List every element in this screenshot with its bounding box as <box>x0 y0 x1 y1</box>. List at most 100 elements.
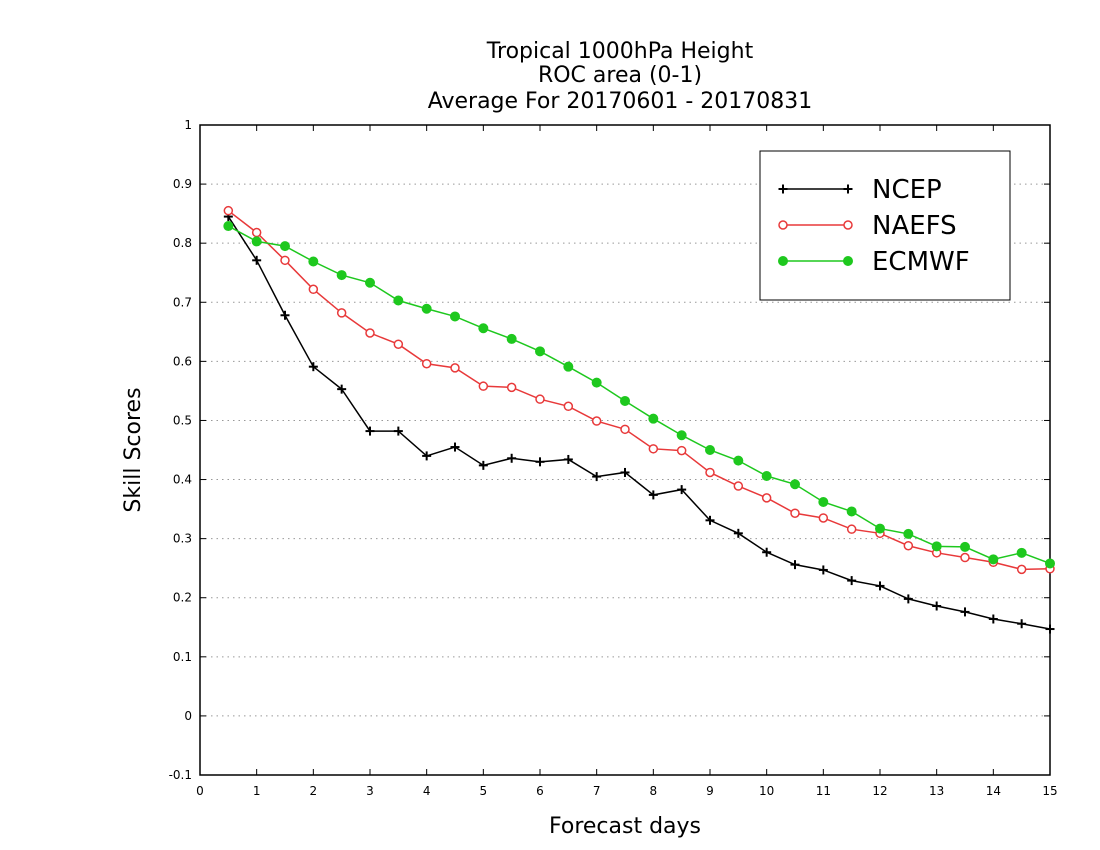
y-axis-label: Skill Scores <box>121 387 146 512</box>
legend-label-ecmwf: ECMWF <box>872 247 970 277</box>
series-line-naefs <box>227 210 1051 571</box>
data-point-ncep <box>280 310 290 320</box>
data-point-ncep <box>592 472 602 482</box>
data-point-naefs <box>563 401 574 412</box>
x-tick-label: 9 <box>706 784 714 798</box>
data-point-ecmwf <box>336 270 347 281</box>
x-tick-label: 10 <box>759 784 774 798</box>
legend-label-naefs: NAEFS <box>872 211 957 241</box>
data-point-ecmwf <box>393 295 404 306</box>
x-tick-label: 0 <box>196 784 204 798</box>
legend-marker-ecmwf <box>778 256 788 266</box>
data-point-naefs <box>648 444 659 454</box>
data-point-naefs <box>761 493 772 503</box>
data-point-ncep <box>308 362 318 372</box>
data-point-naefs <box>620 424 630 435</box>
data-point-ecmwf <box>705 445 715 455</box>
data-point-ecmwf <box>988 554 999 565</box>
data-point-ecmwf <box>761 471 772 481</box>
data-point-ncep <box>507 453 517 463</box>
data-point-ecmwf <box>620 395 630 406</box>
data-point-ecmwf <box>223 221 234 232</box>
legend-box <box>759 150 1011 301</box>
data-point-ncep <box>790 560 800 570</box>
y-tick-label: 1 <box>184 118 192 132</box>
legend-item-ncep: NCEP <box>778 175 942 205</box>
data-point-ncep <box>705 515 715 525</box>
legend-marker-ncep <box>778 184 788 194</box>
data-point-ecmwf <box>450 311 460 322</box>
data-point-ncep <box>818 565 828 575</box>
data-point-ecmwf <box>818 497 829 507</box>
data-point-ncep <box>1017 619 1027 629</box>
x-axis-label: Forecast days <box>549 814 701 839</box>
data-point-ncep <box>847 576 857 586</box>
data-point-naefs <box>450 363 460 373</box>
data-point-ncep <box>1045 624 1055 634</box>
y-tick-label: 0.4 <box>173 473 192 487</box>
data-point-ncep <box>903 594 913 604</box>
x-tick-label: 14 <box>986 784 1001 798</box>
data-point-ecmwf <box>421 303 432 314</box>
gridlines <box>200 183 1050 717</box>
data-point-naefs <box>960 552 970 563</box>
x-tick-label: 1 <box>253 784 261 798</box>
data-point-naefs <box>790 508 800 518</box>
x-tick-label: 4 <box>423 784 431 798</box>
data-point-ecmwf <box>308 256 319 267</box>
legend-marker-naefs <box>778 220 788 230</box>
series-line-ncep <box>227 216 1051 630</box>
series-layer <box>223 205 1055 634</box>
data-point-naefs <box>903 540 914 551</box>
data-point-ncep <box>733 528 743 538</box>
x-tick-label: 6 <box>536 784 544 798</box>
x-tick-label: 8 <box>650 784 658 798</box>
data-point-naefs <box>308 284 319 295</box>
data-point-ncep <box>252 255 262 265</box>
data-point-ecmwf <box>478 323 489 334</box>
legend-marker-ncep <box>843 184 853 194</box>
x-tick-label: 2 <box>310 784 318 798</box>
data-point-ecmwf <box>790 479 800 490</box>
data-point-ecmwf <box>591 377 602 388</box>
data-point-ecmwf <box>733 455 744 466</box>
x-tick-label: 7 <box>593 784 601 798</box>
y-tick-label: 0.2 <box>173 591 192 605</box>
data-point-naefs <box>1016 564 1027 575</box>
legend-item-ecmwf: ECMWF <box>778 247 970 277</box>
data-point-ecmwf <box>365 277 375 288</box>
data-point-ecmwf <box>535 346 545 357</box>
y-tick-label: 0.6 <box>173 354 192 368</box>
y-tick-label: 0.1 <box>173 650 192 664</box>
x-axis: 0 1 2 3 4 5 6 7 8 9 10 11 12 13 14 15 <box>196 125 1058 798</box>
chart-title: Tropical 1000hPa Height ROC area (0-1) A… <box>428 39 813 114</box>
x-tick-label: 3 <box>366 784 374 798</box>
y-tick-label: 0.3 <box>173 532 192 546</box>
data-point-naefs <box>365 328 375 338</box>
data-point-ecmwf <box>1045 558 1055 569</box>
y-tick-label: 0.9 <box>173 177 192 191</box>
y-tick-label: -0.1 <box>169 768 192 782</box>
data-point-ncep <box>875 581 885 591</box>
data-point-ecmwf <box>251 236 262 247</box>
legend-label-ncep: NCEP <box>872 175 942 205</box>
data-point-naefs <box>535 394 545 404</box>
y-tick-label: 0.7 <box>173 295 192 309</box>
data-point-ncep <box>677 485 687 495</box>
data-point-ncep <box>478 460 488 470</box>
data-point-ncep <box>365 426 375 436</box>
data-point-ecmwf <box>506 333 517 344</box>
title-line-1: Tropical 1000hPa Height <box>486 39 754 64</box>
x-tick-label: 12 <box>872 784 887 798</box>
data-point-naefs <box>676 445 687 456</box>
y-tick-label: 0.5 <box>173 413 192 427</box>
y-tick-label: 0 <box>184 709 192 723</box>
data-point-naefs <box>818 513 829 523</box>
data-point-ncep <box>960 607 970 617</box>
data-point-naefs <box>336 308 347 318</box>
data-point-ecmwf <box>931 541 942 552</box>
data-point-naefs <box>223 205 234 216</box>
data-point-ecmwf <box>875 523 885 534</box>
series-naefs <box>223 205 1055 575</box>
data-point-ncep <box>988 614 998 624</box>
